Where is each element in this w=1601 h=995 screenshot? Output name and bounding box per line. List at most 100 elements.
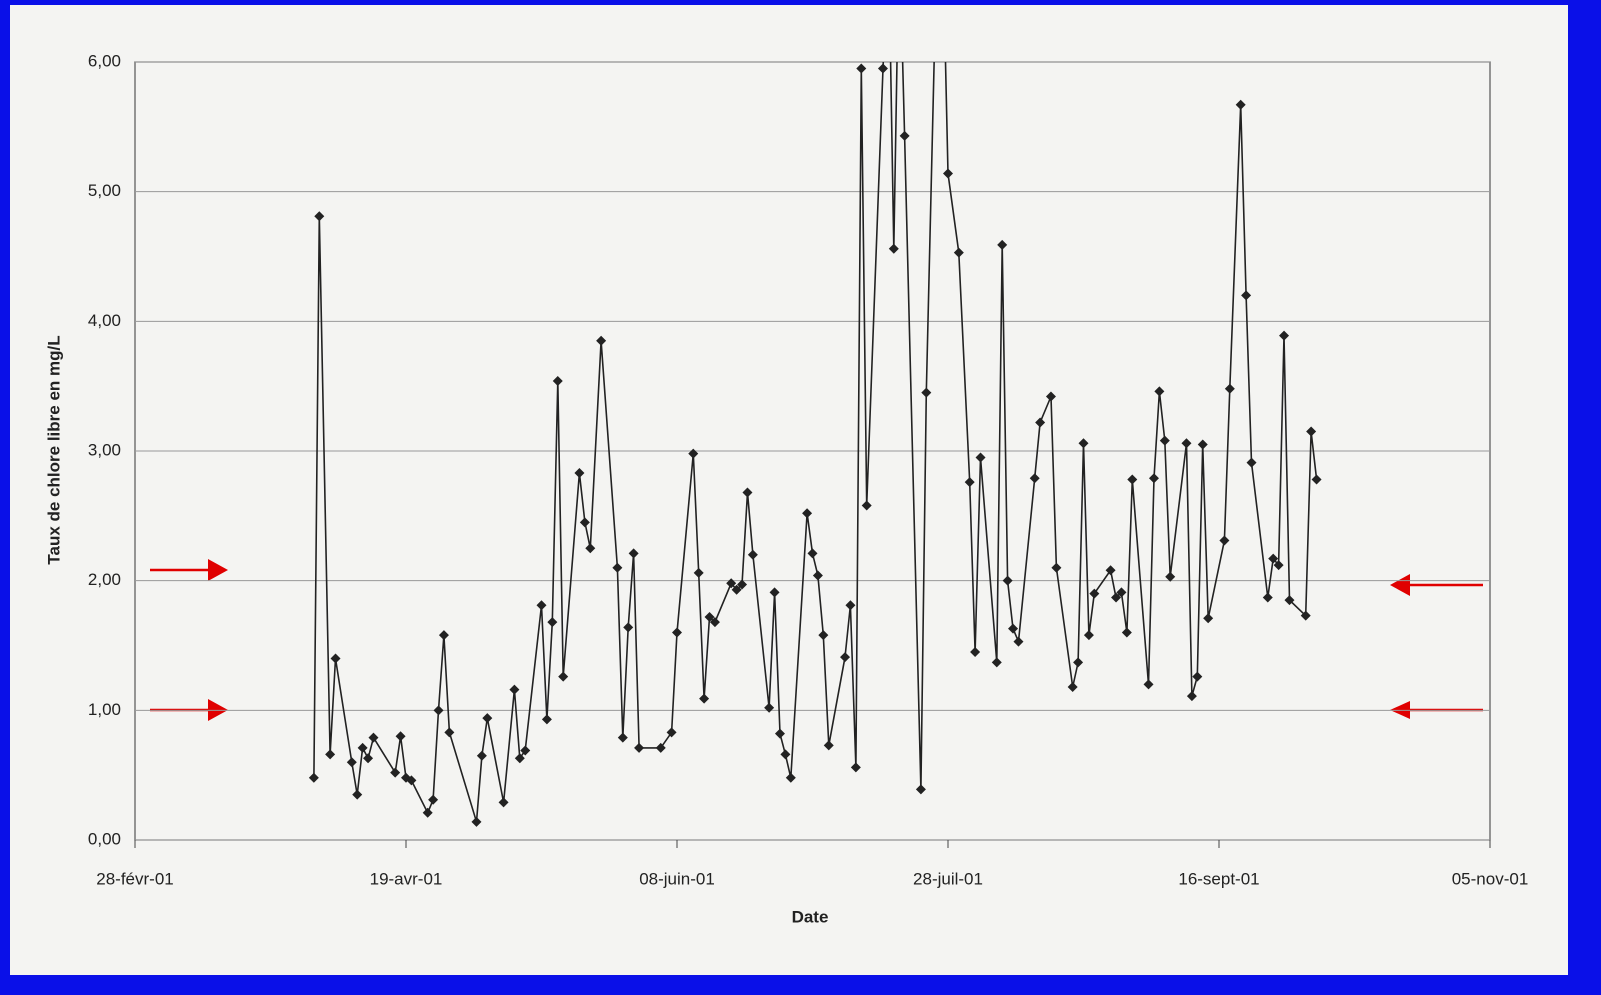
point xyxy=(861,500,872,511)
point xyxy=(395,731,406,742)
point xyxy=(726,578,737,589)
point xyxy=(888,243,899,254)
point xyxy=(1203,613,1214,624)
point xyxy=(1089,588,1100,599)
x-axis-title: Date xyxy=(792,907,829,926)
point xyxy=(845,600,856,611)
point xyxy=(1105,565,1116,576)
point xyxy=(368,732,379,743)
x-tick-label: 28-juil-01 xyxy=(913,869,983,888)
y-tick-label: 0,00 xyxy=(88,829,121,848)
y-tick-label: 6,00 xyxy=(88,51,121,70)
point xyxy=(970,646,981,657)
point xyxy=(1013,636,1024,647)
point xyxy=(308,772,319,783)
point xyxy=(1067,681,1078,692)
point xyxy=(693,567,704,578)
point xyxy=(774,728,785,739)
point xyxy=(1051,562,1062,573)
point xyxy=(737,579,748,590)
point xyxy=(672,627,682,638)
point xyxy=(769,587,780,598)
point xyxy=(747,549,758,560)
point xyxy=(1300,610,1311,621)
point xyxy=(1165,571,1176,582)
point xyxy=(1154,386,1165,397)
point xyxy=(655,742,666,753)
point xyxy=(1029,473,1040,484)
point xyxy=(1035,417,1046,428)
point xyxy=(325,749,336,760)
point xyxy=(1235,99,1246,110)
point xyxy=(953,247,964,258)
point xyxy=(390,767,401,778)
point xyxy=(856,63,867,74)
point xyxy=(1148,473,1159,484)
point xyxy=(1008,623,1019,634)
point xyxy=(1159,435,1170,446)
point xyxy=(899,130,910,141)
point xyxy=(612,562,623,573)
point xyxy=(433,705,444,716)
point xyxy=(552,375,563,386)
point xyxy=(1181,438,1192,449)
point xyxy=(666,727,677,738)
point xyxy=(1279,330,1290,341)
point xyxy=(623,622,634,633)
point xyxy=(1311,474,1322,485)
point xyxy=(482,713,493,724)
point xyxy=(1002,575,1013,586)
point xyxy=(1143,679,1154,690)
point xyxy=(943,168,953,179)
point xyxy=(704,611,715,622)
point xyxy=(438,630,449,641)
point xyxy=(1197,439,1208,450)
point xyxy=(802,508,813,519)
point xyxy=(1127,474,1138,485)
point xyxy=(915,784,926,795)
point xyxy=(742,487,753,498)
point xyxy=(699,693,710,704)
point xyxy=(840,652,851,663)
point xyxy=(520,745,531,756)
point xyxy=(688,448,699,459)
y-tick-label: 2,00 xyxy=(88,570,121,589)
y-tick-label: 1,00 xyxy=(88,700,121,719)
point xyxy=(1262,592,1273,603)
point xyxy=(422,807,433,818)
point xyxy=(877,63,888,74)
point xyxy=(1111,592,1122,603)
point xyxy=(975,452,986,463)
point xyxy=(997,239,1008,250)
point xyxy=(574,468,585,479)
point xyxy=(330,653,341,664)
point xyxy=(807,548,818,559)
x-tick-label: 28-févr-01 xyxy=(96,869,173,888)
point xyxy=(818,630,829,641)
point xyxy=(514,753,525,764)
point xyxy=(536,600,547,611)
point xyxy=(509,684,520,695)
point xyxy=(991,657,1002,668)
point xyxy=(579,517,590,528)
point xyxy=(731,584,742,595)
point xyxy=(1116,587,1127,598)
point xyxy=(352,789,363,800)
point xyxy=(471,816,482,827)
point xyxy=(1268,553,1279,564)
point xyxy=(1073,657,1084,668)
y-tick-label: 5,00 xyxy=(88,181,121,200)
point xyxy=(764,702,775,713)
point xyxy=(541,714,552,725)
point xyxy=(785,772,796,783)
point xyxy=(850,762,861,773)
point xyxy=(406,775,417,786)
point xyxy=(1078,438,1089,449)
point xyxy=(1219,535,1230,546)
point xyxy=(812,570,823,581)
point xyxy=(617,732,628,743)
x-tick-label: 05-nov-01 xyxy=(1452,869,1529,888)
point xyxy=(964,477,975,488)
point xyxy=(1284,595,1295,606)
